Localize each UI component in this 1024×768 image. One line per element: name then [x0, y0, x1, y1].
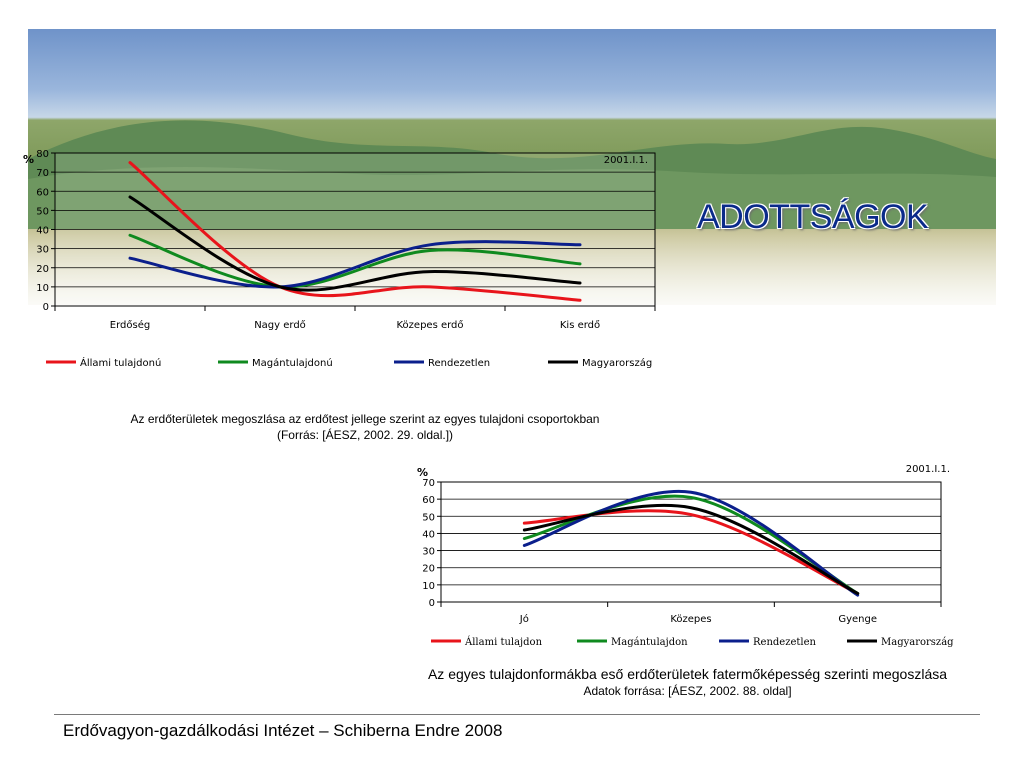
chart1-caption-title: Az erdőterületek megoszlása az erdőtest …	[130, 412, 600, 426]
undefined-y-tick-label: 10	[36, 283, 49, 294]
undefined-x-tick-label: Közepes erdő	[396, 319, 463, 331]
undefined-plot-area	[440, 481, 942, 603]
chart2-caption-title: Az egyes tulajdonformákba eső erdőterüle…	[427, 666, 948, 682]
undefined-legend-label: Magántulajdonú	[252, 357, 333, 369]
undefined-x-tick-label: Jó	[519, 613, 529, 625]
undefined-y-tick-label: 0	[429, 598, 435, 609]
undefined-series-line	[522, 494, 860, 595]
undefined-y-tick-label: 60	[36, 187, 49, 198]
undefined-x-tick-label: Közepes	[670, 614, 711, 625]
undefined-y-tick-label: 30	[422, 547, 435, 558]
undefined-unit-label: %	[23, 153, 34, 166]
undefined-y-tick-label: 0	[43, 302, 49, 313]
undefined-legend-label: Magántulajdon	[611, 637, 688, 648]
undefined-y-tick-label: 40	[36, 226, 49, 237]
undefined-y-tick-label: 70	[422, 478, 435, 489]
undefined-series-line	[522, 509, 860, 595]
undefined-y-tick-label: 10	[422, 581, 435, 592]
undefined-series-line	[128, 195, 582, 292]
undefined-series-line	[522, 503, 860, 595]
undefined-legend-label: Rendezetlen	[428, 358, 490, 369]
chart-productivity: 0 10 20 30 40 50 60 70 Jó Közepes Gyenge% 2001.I.1.…	[417, 464, 954, 648]
undefined-date-note: 2001.I.1.	[604, 155, 648, 166]
undefined-y-tick-label: 20	[422, 564, 435, 575]
hills-illustration	[28, 120, 996, 229]
undefined-y-tick-label: 30	[36, 245, 49, 256]
footer-divider	[54, 714, 980, 715]
undefined-legend-label: Állami tulajdonú	[80, 356, 161, 369]
undefined-date-note: 2001.I.1.	[906, 464, 950, 475]
undefined-series-line	[522, 489, 860, 597]
undefined-y-tick-label: 60	[422, 495, 435, 506]
chart-forest-size: 0 10 20 30 40 50 60 70 80 Erdőség Nagy erdő Közepes…	[23, 149, 656, 369]
undefined-y-tick-label: 40	[422, 529, 435, 540]
undefined-y-tick-label: 20	[36, 264, 49, 275]
undefined-y-tick-label: 80	[36, 149, 49, 160]
undefined-legend-label: Magyarország	[582, 357, 652, 369]
undefined-y-tick-label: 50	[422, 512, 435, 523]
footer-text: Erdővagyon-gazdálkodási Intézet – Schibe…	[63, 721, 503, 740]
chart2-caption: Az egyes tulajdonformákba eső erdőterüle…	[370, 666, 1005, 700]
undefined-x-tick-label: Gyenge	[838, 614, 877, 625]
chart1-caption: Az erdőterületek megoszlása az erdőtest …	[70, 411, 660, 443]
landscape-banner	[28, 29, 996, 305]
undefined-unit-label: %	[417, 466, 428, 479]
undefined-y-tick-label: 50	[36, 206, 49, 217]
chart1-caption-source: (Forrás: [ÁESZ, 2002. 29. oldal.])	[276, 428, 454, 442]
undefined-legend-label: Magyarország	[881, 637, 954, 648]
undefined-series-line	[128, 240, 582, 289]
page-title: ADOTTSÁGOK	[697, 198, 929, 236]
undefined-x-tick-label: Kis erdő	[560, 319, 600, 331]
undefined-x-tick-label: Erdőség	[110, 319, 150, 331]
undefined-series-line	[128, 233, 582, 289]
undefined-x-tick-label: Nagy erdő	[254, 319, 306, 331]
chart2-caption-source: Adatok forrása: [ÁESZ, 2002. 88. oldal]	[583, 684, 792, 698]
undefined-legend-label: Állami tulajdon	[464, 636, 543, 648]
undefined-legend-label: Rendezetlen	[753, 637, 817, 648]
undefined-series-line	[128, 161, 582, 302]
undefined-y-tick-label: 70	[36, 168, 49, 179]
